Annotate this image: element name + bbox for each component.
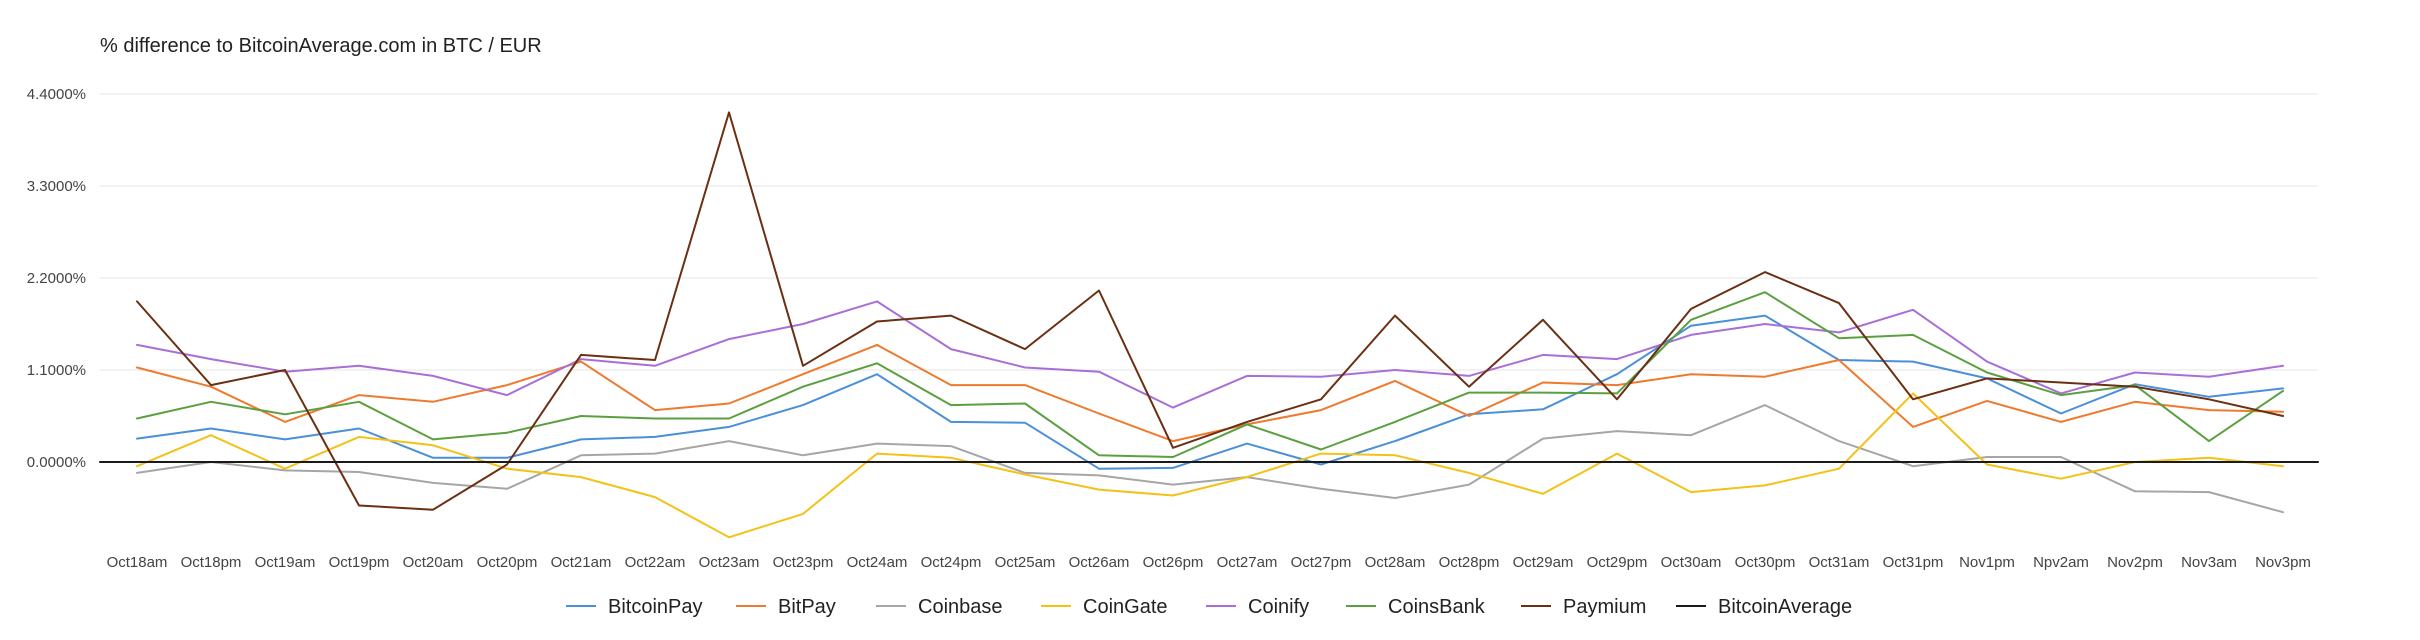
series-line-coinbase	[136, 404, 2284, 514]
x-tick-label: Oct21am	[551, 554, 612, 571]
x-tick-label: Oct18pm	[181, 554, 242, 571]
series-line-coinify	[136, 300, 2284, 409]
x-tick-label: Oct30am	[1661, 554, 1722, 571]
x-tick-label: Oct29pm	[1587, 554, 1648, 571]
x-tick-label: Oct20am	[403, 554, 464, 571]
x-tick-label: Oct24pm	[921, 554, 982, 571]
x-tick-label: Oct27pm	[1291, 554, 1352, 571]
x-tick-label: Oct31pm	[1883, 554, 1944, 571]
legend-item-label: BitcoinPay	[608, 596, 703, 618]
x-tick-label: Npv2am	[2033, 554, 2089, 571]
x-tick-label: Oct19pm	[329, 554, 390, 571]
chart-title: % difference to BitcoinAverage.com in BT…	[100, 35, 542, 57]
y-tick-label: 3.3000%	[27, 178, 86, 195]
x-tick-label: Oct31am	[1809, 554, 1870, 571]
x-tick-label: Nov2pm	[2107, 554, 2163, 571]
legend: BitcoinPay BitPay Coinbase CoinGate Coinify C…	[566, 596, 1852, 618]
y-tick-label: 2.2000%	[27, 270, 86, 287]
y-axis-ticks: 0.0000% 1.1000% 2.2000% 3.3000% 4.4000%	[27, 86, 86, 471]
x-tick-label: Oct28pm	[1439, 554, 1500, 571]
legend-item-label: CoinsBank	[1388, 596, 1486, 618]
x-tick-label: Oct30pm	[1735, 554, 1796, 571]
x-tick-label: Oct19am	[255, 554, 316, 571]
series-line-bitcoinpay	[136, 314, 2284, 470]
x-tick-label: Oct23pm	[773, 554, 834, 571]
series-line-paymium	[136, 111, 2284, 511]
x-tick-label: Nov1pm	[1959, 554, 2015, 571]
x-tick-label: Nov3am	[2181, 554, 2237, 571]
legend-item-label: Coinify	[1248, 596, 1309, 618]
legend-item-label: Coinbase	[918, 596, 1003, 618]
x-tick-label: Oct26am	[1069, 554, 1130, 571]
x-tick-label: Oct20pm	[477, 554, 538, 571]
x-tick-label: Oct26pm	[1143, 554, 1204, 571]
y-tick-label: 0.0000%	[27, 454, 86, 471]
x-tick-label: Oct18am	[107, 554, 168, 571]
x-tick-label: Oct23am	[699, 554, 760, 571]
legend-item-label: Paymium	[1563, 596, 1646, 618]
x-axis-ticks: Oct18am Oct18pm Oct19am Oct19pm Oct20am Oct20…	[107, 554, 2311, 571]
y-tick-label: 4.4000%	[27, 86, 86, 103]
x-tick-label: Oct29am	[1513, 554, 1574, 571]
x-tick-label: Oct27am	[1217, 554, 1278, 571]
grid-layer	[100, 93, 2318, 371]
series-line-coingate	[136, 392, 2284, 539]
x-tick-label: Oct25am	[995, 554, 1056, 571]
x-tick-label: Oct28am	[1365, 554, 1426, 571]
legend-item-label: BitcoinAverage	[1718, 596, 1852, 618]
x-tick-label: Oct24am	[847, 554, 908, 571]
x-tick-label: Oct22am	[625, 554, 686, 571]
series-line-coinsbank	[136, 291, 2284, 458]
series-layer	[99, 111, 2319, 539]
x-tick-label: Nov3pm	[2255, 554, 2311, 571]
y-tick-label: 1.1000%	[27, 362, 86, 379]
series-line-bitpay	[136, 343, 2284, 443]
legend-item-label: BitPay	[778, 596, 836, 618]
legend-item-label: CoinGate	[1083, 596, 1168, 618]
